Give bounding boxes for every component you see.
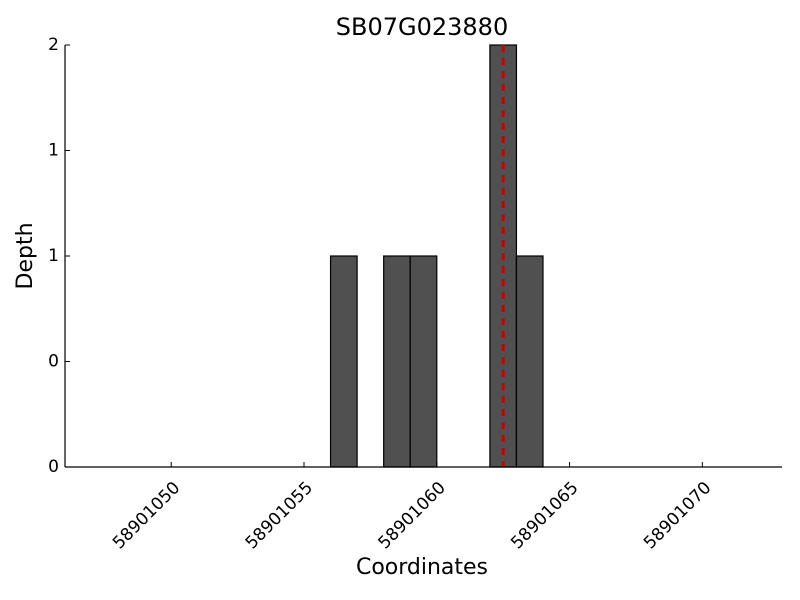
bar: [329, 255, 358, 468]
y-tick-label: 0: [48, 352, 59, 372]
bar: [515, 255, 544, 468]
x-axis-label: Coordinates: [356, 555, 488, 580]
y-tick-label: 2: [48, 35, 59, 55]
y-tick-label: 1: [48, 141, 59, 161]
y-tick-label: 0: [48, 457, 59, 477]
chart-title: SB07G023880: [336, 13, 508, 41]
x-tick-label: 58901050: [109, 478, 184, 553]
x-tick-label: 58901065: [507, 478, 582, 553]
bar: [409, 255, 438, 468]
y-axis-label: Depth: [13, 222, 38, 289]
y-tick-label: 1: [48, 246, 59, 266]
x-tick-label: 58901070: [640, 478, 715, 553]
x-tick-label: 58901055: [242, 478, 317, 553]
bar: [383, 255, 411, 468]
x-tick-label: 58901060: [375, 478, 450, 553]
